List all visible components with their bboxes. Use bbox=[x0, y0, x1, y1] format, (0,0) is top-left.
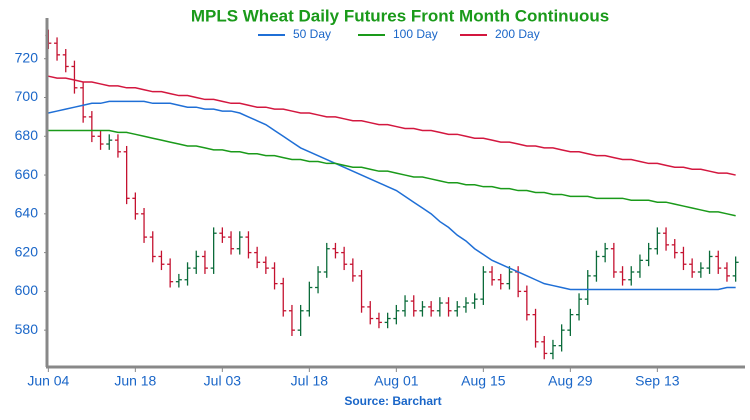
legend-label: 200 Day bbox=[495, 27, 540, 41]
y-tick-label: 680 bbox=[15, 127, 39, 143]
x-tick-label: Jun 04 bbox=[27, 373, 69, 389]
legend-label: 100 Day bbox=[393, 27, 438, 41]
y-tick-label: 660 bbox=[15, 166, 39, 182]
y-tick-label: 720 bbox=[15, 49, 39, 65]
x-tick-label: Aug 29 bbox=[548, 373, 593, 389]
source-note: Source: Barchart bbox=[344, 394, 441, 408]
moving-average-line bbox=[48, 100, 736, 291]
x-tick-label: Jul 03 bbox=[204, 373, 242, 389]
x-tick-label: Aug 15 bbox=[461, 373, 506, 389]
plot-area: 580 600 620 640 660 680 700 720 Jun 04 Jun 18 Jul … bbox=[15, 29, 739, 389]
y-tick-label: 700 bbox=[15, 88, 39, 104]
y-tick-label: 640 bbox=[15, 205, 39, 221]
x-tick-label: Jul 18 bbox=[291, 373, 329, 389]
y-tick-label: 620 bbox=[15, 243, 39, 259]
y-tick-label: 580 bbox=[15, 321, 39, 337]
moving-average-line bbox=[48, 129, 736, 217]
x-tick-label: Sep 13 bbox=[635, 373, 680, 389]
y-tick-label: 600 bbox=[15, 282, 39, 298]
moving-average-line bbox=[48, 75, 736, 176]
legend-label: 50 Day bbox=[293, 27, 331, 41]
x-tick-label: Aug 01 bbox=[374, 373, 419, 389]
chart-title: MPLS Wheat Daily Futures Front Month Con… bbox=[191, 6, 609, 25]
x-tick-label: Jun 18 bbox=[114, 373, 156, 389]
